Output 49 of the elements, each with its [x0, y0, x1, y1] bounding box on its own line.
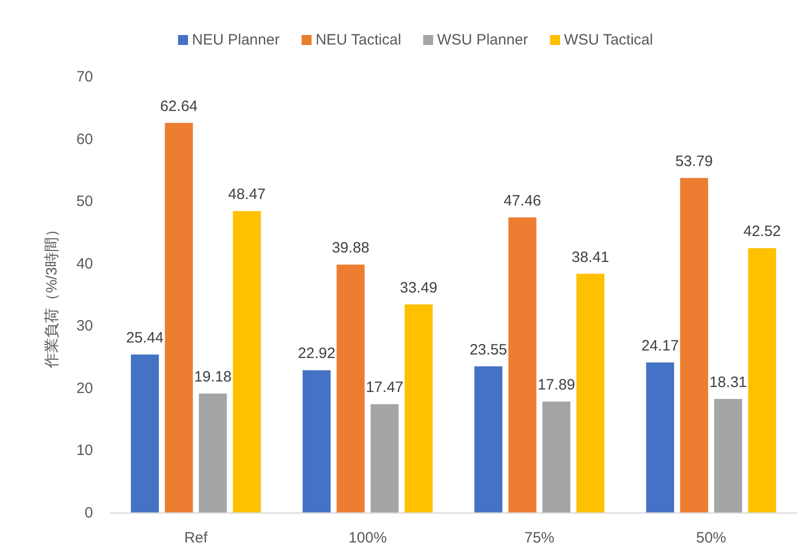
y-tick-label: 60 — [76, 130, 93, 148]
bar — [748, 248, 776, 513]
data-label: 53.79 — [675, 152, 713, 170]
data-label: 62.64 — [160, 98, 198, 115]
legend-label: WSU Planner — [437, 32, 528, 48]
x-tick-label: 100% — [348, 530, 387, 546]
y-tick-label: 70 — [76, 68, 93, 86]
data-label: 22.92 — [298, 345, 336, 362]
bar — [164, 122, 193, 513]
bar — [508, 217, 536, 513]
data-label: 24.17 — [641, 337, 679, 354]
data-label: 17.47 — [366, 379, 404, 396]
y-tick-label: 20 — [76, 380, 93, 397]
data-label: 25.44 — [126, 330, 164, 347]
y-tick-label: 40 — [76, 255, 93, 272]
y-tick-label: 10 — [76, 442, 93, 460]
y-tick-label: 0 — [84, 504, 93, 522]
bar — [302, 370, 331, 513]
data-label: 39.88 — [332, 240, 370, 257]
bar — [370, 404, 399, 513]
data-label: 47.46 — [504, 192, 542, 210]
data-label: 18.31 — [709, 374, 747, 391]
x-tick-label: 50% — [696, 530, 726, 546]
data-label: 19.18 — [194, 368, 232, 386]
bar — [474, 366, 502, 513]
legend-label: NEU Planner — [192, 32, 280, 48]
legend-label: WSU Tactical — [564, 32, 653, 48]
bar — [404, 304, 433, 513]
bar — [680, 178, 708, 513]
bar — [232, 211, 261, 513]
legend-label: NEU Tactical — [316, 32, 402, 48]
y-tick-label: 50 — [76, 193, 93, 210]
x-tick-label: Ref — [184, 530, 208, 546]
bar — [542, 402, 570, 513]
data-label: 38.41 — [572, 248, 610, 266]
data-label: 17.89 — [538, 376, 576, 394]
data-label: 48.47 — [228, 186, 266, 204]
y-axis-title: 作業負荷（%/3時間） — [44, 222, 60, 369]
bar — [576, 274, 604, 513]
y-tick-label: 30 — [76, 318, 93, 335]
bar — [130, 354, 159, 513]
data-label: 42.52 — [743, 223, 781, 240]
data-label: 33.49 — [400, 279, 438, 296]
bar — [336, 264, 365, 513]
bar — [646, 362, 674, 513]
x-tick-label: 75% — [524, 530, 554, 546]
bar — [714, 398, 742, 513]
bar — [198, 394, 227, 513]
data-label: 23.55 — [470, 341, 508, 358]
